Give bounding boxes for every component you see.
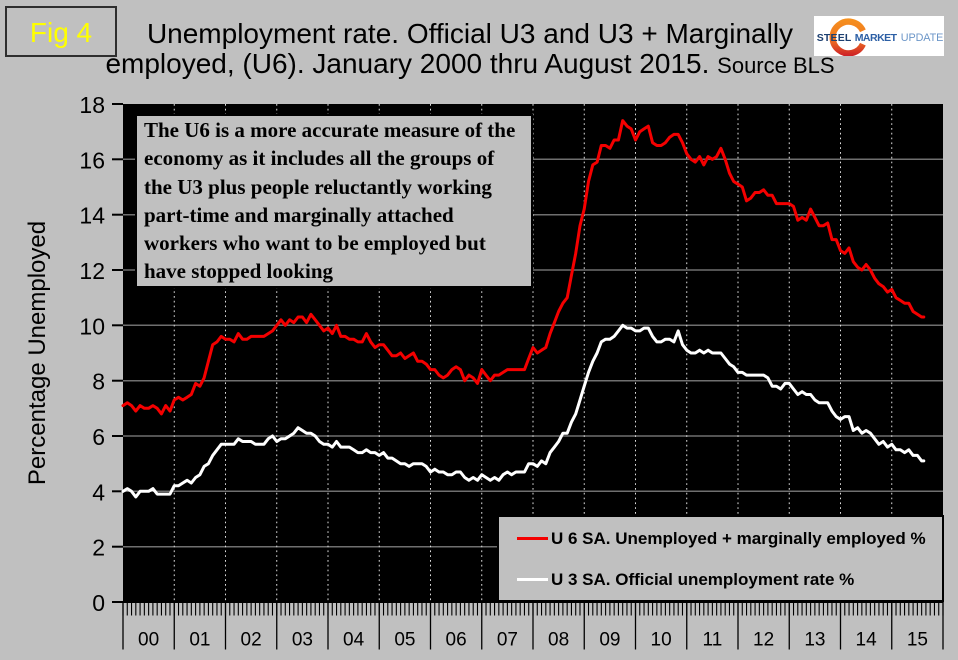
- svg-text:18: 18: [79, 92, 105, 118]
- svg-text:13: 13: [804, 630, 825, 651]
- svg-text:00: 00: [138, 630, 159, 651]
- svg-text:12: 12: [79, 258, 105, 284]
- svg-text:10: 10: [79, 313, 105, 339]
- svg-text:0: 0: [92, 590, 105, 616]
- svg-text:6: 6: [92, 424, 105, 450]
- svg-text:16: 16: [79, 147, 105, 173]
- svg-text:02: 02: [241, 630, 262, 651]
- svg-text:12: 12: [753, 630, 774, 651]
- svg-text:15: 15: [907, 630, 928, 651]
- svg-text:4: 4: [92, 479, 105, 505]
- svg-text:2: 2: [92, 535, 105, 561]
- svg-text:11: 11: [703, 630, 723, 651]
- svg-text:03: 03: [292, 630, 313, 651]
- svg-text:08: 08: [548, 630, 569, 651]
- svg-text:UPDATE: UPDATE: [901, 32, 943, 44]
- svg-text:14: 14: [856, 630, 878, 651]
- svg-text:STEEL: STEEL: [817, 32, 852, 44]
- svg-text:09: 09: [599, 630, 620, 651]
- svg-text:01: 01: [189, 630, 210, 651]
- svg-text:04: 04: [343, 630, 365, 651]
- svg-text:14: 14: [79, 203, 105, 229]
- svg-text:8: 8: [92, 369, 105, 395]
- svg-text:06: 06: [446, 630, 467, 651]
- svg-text:MARKET: MARKET: [855, 32, 898, 44]
- svg-text:05: 05: [394, 630, 415, 651]
- svg-text:10: 10: [651, 630, 672, 651]
- svg-text:07: 07: [497, 630, 518, 651]
